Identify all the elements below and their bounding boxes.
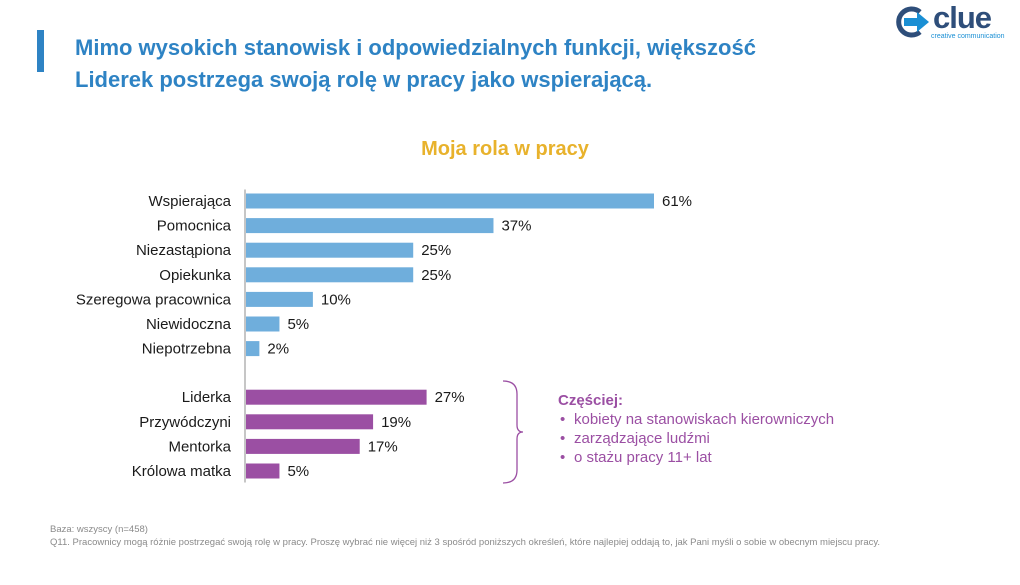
page-headline: Mimo wysokich stanowisk i odpowiedzialny…: [75, 35, 756, 92]
bar: [246, 414, 374, 430]
chart-title: Moja rola w pracy: [421, 138, 589, 160]
value-label: 5%: [287, 316, 309, 333]
category-label: Szeregowa pracownica: [76, 291, 232, 308]
bar: [246, 463, 280, 479]
category-label: Królowa matka: [132, 463, 232, 480]
bar-chart: Wspierająca 61% Pomocnica 37% Niezastąpiona 2…: [76, 189, 692, 483]
footnote-base: Baza: wszyscy (n=458): [50, 524, 148, 535]
value-label: 61%: [662, 193, 692, 210]
bar: [246, 389, 427, 405]
note-item: o stażu pracy 11+ lat: [558, 448, 834, 467]
category-label: Wspierająca: [148, 193, 231, 210]
logo-tagline: creative communication: [931, 33, 1005, 40]
bar: [246, 242, 414, 258]
category-label: Liderka: [182, 389, 232, 406]
group-bracket: [502, 380, 524, 484]
bar: [246, 218, 494, 234]
value-label: 25%: [421, 267, 451, 284]
category-label: Niewidoczna: [146, 316, 232, 333]
category-label: Mentorka: [168, 438, 231, 455]
bar: [246, 291, 313, 307]
footnote-question: Q11. Pracownicy mogą różnie postrzegać s…: [50, 537, 881, 548]
value-label: 5%: [287, 463, 309, 480]
category-label: Opiekunka: [159, 267, 231, 284]
category-label: Niezastąpiona: [136, 242, 232, 259]
footnote: Baza: wszyscy (n=458) Q11. Pracownicy mo…: [50, 523, 970, 549]
bar: [246, 438, 360, 454]
value-label: 2%: [267, 341, 289, 358]
bar: [246, 341, 260, 357]
note-list: kobiety na stanowiskach kierowniczych za…: [558, 410, 834, 467]
value-label: 10%: [321, 291, 351, 308]
category-label: Niepotrzebna: [142, 341, 232, 358]
note-title: Częściej:: [558, 392, 624, 409]
category-label: Pomocnica: [157, 218, 232, 235]
headline-accent-bar: [37, 30, 44, 72]
value-label: 37%: [501, 218, 531, 235]
arrow-logo-icon: [896, 6, 929, 38]
bar: [246, 193, 654, 209]
note-item: zarządzające ludźmi: [558, 429, 834, 448]
bar: [246, 316, 280, 332]
logo-name: clue: [933, 0, 992, 35]
clue-logo: clue creative communication: [893, 0, 1018, 44]
value-label: 17%: [368, 438, 398, 455]
note-box: Częściej: kobiety na stanowiskach kierow…: [558, 391, 834, 467]
value-label: 27%: [435, 389, 465, 406]
category-label: Przywódczyni: [139, 414, 231, 431]
bar: [246, 267, 414, 283]
note-item: kobiety na stanowiskach kierowniczych: [558, 410, 834, 429]
value-label: 25%: [421, 242, 451, 259]
value-label: 19%: [381, 414, 411, 431]
